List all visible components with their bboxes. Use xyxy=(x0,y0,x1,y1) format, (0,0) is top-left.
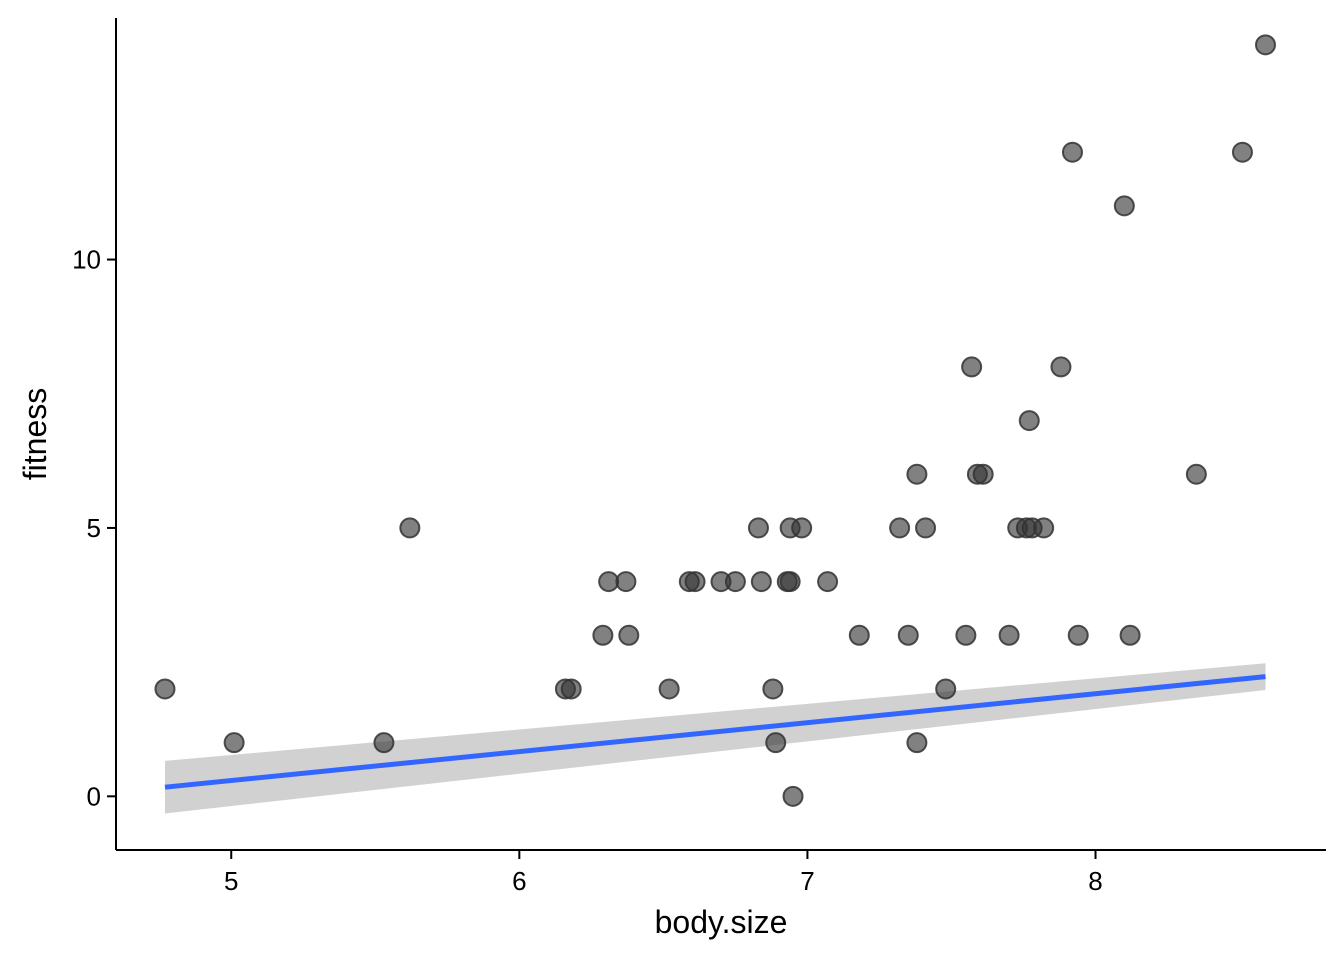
data-point xyxy=(1113,195,1135,217)
data-point xyxy=(972,463,994,485)
data-point xyxy=(1185,463,1207,485)
data-point xyxy=(791,517,813,539)
data-point xyxy=(223,732,245,754)
y-tick-label: 5 xyxy=(87,513,101,543)
data-point xyxy=(955,624,977,646)
data-point xyxy=(1119,624,1141,646)
data-point xyxy=(747,517,769,539)
data-point xyxy=(1061,141,1083,163)
data-point xyxy=(1033,517,1055,539)
data-point xyxy=(779,571,801,593)
data-point xyxy=(592,624,614,646)
data-point xyxy=(1050,356,1072,378)
x-tick-label: 7 xyxy=(800,866,814,896)
data-point xyxy=(724,571,746,593)
data-point xyxy=(560,678,582,700)
y-axis-title: fitness xyxy=(17,388,53,480)
data-point xyxy=(782,785,804,807)
confidence-ribbon xyxy=(164,663,1266,814)
data-point xyxy=(817,571,839,593)
x-tick-label: 8 xyxy=(1088,866,1102,896)
data-point xyxy=(684,571,706,593)
data-point xyxy=(998,624,1020,646)
data-point xyxy=(658,678,680,700)
data-point xyxy=(598,571,620,593)
x-tick-label: 6 xyxy=(512,866,526,896)
axes: 5 6 7 8 0 5 10 xyxy=(72,18,1326,896)
data-point xyxy=(1231,141,1253,163)
y-tick-label: 10 xyxy=(72,245,101,275)
y-tick-label: 0 xyxy=(87,781,101,811)
data-point xyxy=(1255,34,1276,56)
data-point xyxy=(750,571,772,593)
x-axis-title: body.size xyxy=(655,904,788,940)
data-point xyxy=(373,732,395,754)
data-point xyxy=(915,517,937,539)
data-point xyxy=(897,624,919,646)
data-point xyxy=(765,732,787,754)
data-point xyxy=(399,517,421,539)
data-point xyxy=(906,732,928,754)
data-point xyxy=(935,678,957,700)
data-point xyxy=(615,571,637,593)
points-layer xyxy=(154,34,1276,807)
data-point xyxy=(618,624,640,646)
data-point xyxy=(1018,410,1040,432)
data-point xyxy=(1067,624,1089,646)
data-point xyxy=(762,678,784,700)
data-point xyxy=(889,517,911,539)
data-point xyxy=(848,624,870,646)
x-tick-label: 5 xyxy=(224,866,238,896)
fit-line xyxy=(164,674,1266,790)
data-point xyxy=(961,356,983,378)
data-point xyxy=(154,678,176,700)
data-point xyxy=(906,463,928,485)
